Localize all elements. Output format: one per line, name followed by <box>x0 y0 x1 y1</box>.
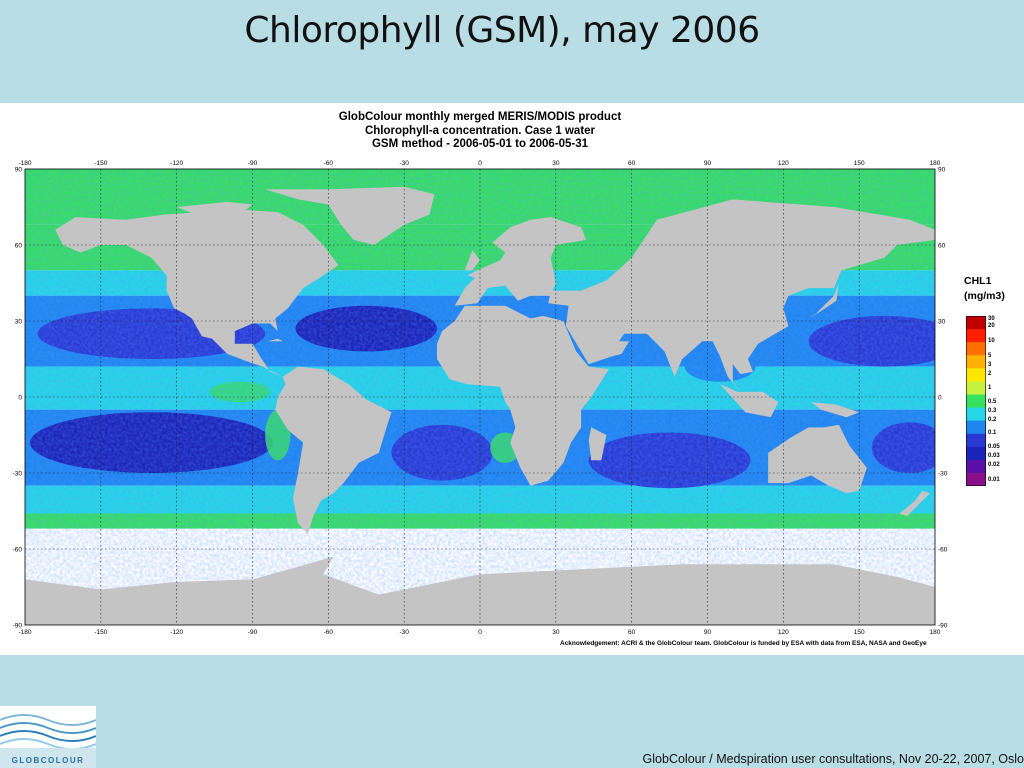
lat-tick-right: 30 <box>938 319 946 326</box>
colorbar-label: 30 <box>988 316 995 322</box>
new-zealand <box>899 490 930 517</box>
japan <box>808 283 839 319</box>
great-britain <box>464 250 480 271</box>
map-tick-labels: -180 -180 -150 -150 -120 -120 -90 -90 -60 -60 -30 -… <box>13 160 948 636</box>
colorbar-label: 0.5 <box>988 399 997 405</box>
lat-tick-left: -30 <box>13 471 23 478</box>
colorbar-label: 0.02 <box>988 462 1000 468</box>
colorbar-label: 20 <box>988 323 995 329</box>
chlorophyll-map: -180 -180 -150 -150 -120 -120 -90 -90 -60 -60 -30 -… <box>13 160 948 636</box>
lat-tick-right: -60 <box>938 547 948 554</box>
lon-tick-bottom: 60 <box>628 629 636 636</box>
lon-tick-bottom: 180 <box>930 629 941 636</box>
lon-tick-top: -180 <box>18 160 31 167</box>
lon-tick-bottom: -120 <box>170 629 183 636</box>
colorbar-label: 0.3 <box>988 408 997 414</box>
colorbar-label: 3 <box>988 362 992 368</box>
colorbar-label: 0.05 <box>988 444 1000 450</box>
lon-tick-bottom: 90 <box>704 629 712 636</box>
lat-tick-right: 0 <box>938 395 942 402</box>
colorbar-segment <box>966 381 986 395</box>
product-title-line-3: GSM method - 2006-05-01 to 2006-05-31 <box>371 138 589 150</box>
colorbar-segment <box>966 355 986 369</box>
lon-tick-top: 0 <box>478 160 482 167</box>
graticule <box>25 169 935 625</box>
new-guinea <box>811 402 860 418</box>
lat-tick-right: -90 <box>938 623 948 630</box>
sumatra-borneo <box>720 384 779 418</box>
australia <box>768 424 867 494</box>
lon-tick-top: -150 <box>94 160 107 167</box>
lat-tick-right: -30 <box>938 471 948 478</box>
lon-tick-bottom: -90 <box>248 629 258 636</box>
lat-tick-left: 90 <box>15 167 23 174</box>
africa <box>437 305 609 486</box>
lat-tick-right: 60 <box>938 243 946 250</box>
map-frame <box>24 168 936 626</box>
colorbar-unit: (mg/m3) <box>964 290 1005 302</box>
eurasia <box>548 199 935 395</box>
lon-tick-bottom: -30 <box>399 629 409 636</box>
lon-tick-bottom: 120 <box>778 629 789 636</box>
north-america <box>55 209 339 377</box>
lat-tick-left: -60 <box>13 547 23 554</box>
lon-tick-bottom: -180 <box>18 629 31 636</box>
lon-tick-top: -30 <box>399 160 409 167</box>
lon-tick-top: -120 <box>170 160 183 167</box>
slide-footer: GlobColour / Medspiration user consultat… <box>642 752 1024 766</box>
lon-tick-bottom: -60 <box>324 629 334 636</box>
colorbar-label: 2 <box>988 371 992 377</box>
colorbar-label: 10 <box>988 338 995 344</box>
colorbar-segment <box>966 394 986 409</box>
lat-tick-left: -90 <box>13 623 23 630</box>
colorbar-label: 0.2 <box>988 417 997 423</box>
lon-tick-bottom: 0 <box>478 629 482 636</box>
acknowledgement: Acknowledgement: ACRI & the GlobColour t… <box>560 640 927 647</box>
lon-tick-top: 120 <box>778 160 789 167</box>
slide-title: Chlorophyll (GSM), may 2006 <box>244 10 760 51</box>
lon-tick-top: 180 <box>930 160 941 167</box>
lon-tick-bottom: -150 <box>94 629 107 636</box>
south-america <box>275 366 392 534</box>
product-title-line-1: GlobColour monthly merged MERIS/MODIS pr… <box>338 111 622 123</box>
europe <box>454 217 587 306</box>
lon-tick-top: -90 <box>248 160 258 167</box>
colorbar-segment <box>966 433 986 448</box>
colorbar-segment <box>966 446 986 461</box>
colorbar-segment <box>966 407 986 422</box>
lon-tick-bottom: 150 <box>854 629 865 636</box>
lon-tick-top: 30 <box>552 160 560 167</box>
colorbar-label: 0.03 <box>988 453 1000 459</box>
colorbar-segment <box>966 329 986 343</box>
colorbar-segment <box>966 459 986 474</box>
colorbar-segment <box>966 342 986 356</box>
greenland <box>265 186 435 245</box>
madagascar <box>588 427 607 461</box>
arctic-islands <box>176 201 253 218</box>
lon-tick-bottom: 30 <box>552 629 560 636</box>
logo-text: GLOBCOLOUR <box>12 756 85 765</box>
lat-tick-left: 60 <box>15 243 23 250</box>
lon-tick-top: -60 <box>324 160 334 167</box>
colorbar-label: 0.01 <box>988 477 1000 483</box>
map-panel: GlobColour monthly merged MERIS/MODIS pr… <box>0 103 1024 655</box>
colorbar-title: CHL1 <box>964 275 992 287</box>
lat-tick-left: 0 <box>18 395 22 402</box>
lat-tick-right: 90 <box>938 167 946 174</box>
globcolour-logo: GLOBCOLOUR <box>0 706 96 768</box>
lon-tick-top: 90 <box>704 160 712 167</box>
colorbar <box>966 316 986 486</box>
colorbar-segment <box>966 472 986 486</box>
colorbar-segment <box>966 420 986 435</box>
product-title-line-2: Chlorophyll-a concentration. Case 1 wate… <box>364 125 596 137</box>
colorbar-label: 5 <box>988 353 992 359</box>
lon-tick-top: 150 <box>854 160 865 167</box>
colorbar-segment <box>966 368 986 382</box>
colorbar-label: 0.1 <box>988 430 997 436</box>
colorbar-label: 1 <box>988 385 992 391</box>
cuba <box>267 338 293 347</box>
colorbar-segment <box>966 316 986 330</box>
lat-tick-left: 30 <box>15 319 23 326</box>
lon-tick-top: 60 <box>628 160 636 167</box>
